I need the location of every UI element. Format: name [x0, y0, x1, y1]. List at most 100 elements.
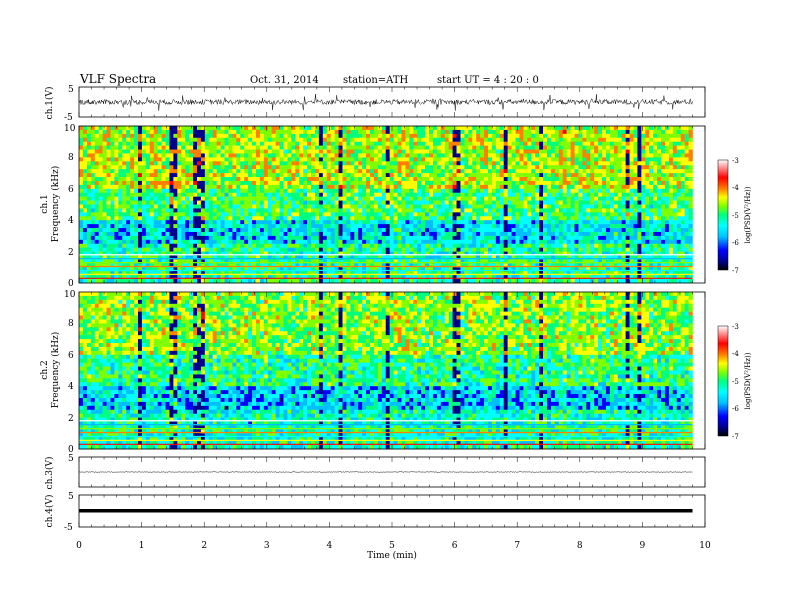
spectrogram-cell — [118, 126, 123, 131]
spectrogram-cell — [137, 239, 143, 245]
spectrogram-cell — [110, 180, 115, 186]
spectrogram-cell — [393, 275, 398, 280]
spectrogram-cell — [94, 149, 99, 154]
spectrogram-cell — [495, 216, 501, 221]
spectrogram-cell — [413, 255, 418, 260]
spectrogram-cell — [82, 259, 88, 264]
spectrogram-cell — [295, 137, 300, 142]
spectrogram-cell — [550, 216, 556, 221]
spectrogram-cell — [385, 247, 390, 252]
spectrogram-cell — [86, 177, 92, 182]
spectrogram-cell — [366, 212, 371, 217]
spectrogram-cell — [326, 251, 331, 256]
spectrogram-cell — [487, 251, 493, 256]
spectrogram-cell — [145, 271, 151, 276]
spectrogram-cell — [370, 267, 375, 272]
spectrogram-cell — [279, 267, 284, 272]
spectrogram-cell — [90, 239, 96, 245]
spectrogram-cell — [468, 228, 473, 233]
spectrogram-cell — [110, 239, 115, 245]
spectrogram-cell — [484, 157, 489, 162]
spectrogram-cell — [350, 149, 355, 154]
spectrogram-cell — [279, 141, 284, 146]
spectrogram-cell — [562, 216, 567, 221]
spectrogram-cell — [495, 247, 501, 252]
spectrogram-cell — [86, 251, 92, 256]
spectrogram-cell — [373, 145, 379, 150]
spectrogram-cell — [531, 180, 536, 186]
spectrogram-cell — [432, 231, 438, 237]
spectrogram-cell — [98, 279, 103, 284]
spectrogram-cell — [196, 145, 202, 150]
spectrogram-cell — [267, 208, 272, 213]
spectrogram-cell — [436, 212, 442, 217]
spectrogram-cell — [181, 243, 186, 248]
spectrogram-cell — [79, 228, 84, 233]
spectrogram-cell — [480, 192, 485, 197]
spectrogram-cell — [279, 271, 284, 276]
spectrogram-cell — [236, 177, 241, 182]
ch1-ytick-top: 5 — [68, 85, 74, 95]
spectrogram-cell — [519, 263, 524, 268]
spectrogram-cell — [204, 224, 210, 229]
spectrogram-cell — [177, 192, 182, 197]
spectrogram-cell — [487, 169, 493, 174]
spectrogram-cell — [346, 235, 351, 241]
spectrogram-cell — [322, 153, 328, 158]
spectrogram-cell — [409, 228, 414, 233]
spectrogram-cell — [377, 216, 383, 221]
spectrogram-cell — [153, 216, 158, 221]
spectrogram-cell — [98, 145, 103, 150]
spectrogram-cell — [173, 192, 178, 197]
spectrogram-cell — [554, 180, 560, 186]
spectrogram-cell — [228, 192, 233, 197]
spectrogram-cell — [464, 145, 469, 150]
spectrogram-cell — [476, 129, 481, 135]
spectrogram-cell — [373, 204, 379, 209]
spectrogram-cell — [330, 231, 335, 237]
spectrogram-cell — [326, 255, 331, 260]
spectrogram-cell — [255, 165, 261, 170]
spectrogram-cell — [322, 180, 328, 186]
spectrogram-cell — [523, 180, 528, 186]
spectrogram-cell — [330, 200, 335, 205]
spectrogram-cell — [527, 231, 532, 237]
spectrogram-cell — [311, 279, 316, 284]
spectrogram-cell — [141, 243, 147, 248]
spectrogram-cell — [370, 126, 375, 131]
spectrogram-cell — [523, 255, 528, 260]
spectrogram-cell — [499, 180, 505, 186]
spectrogram-cell — [409, 212, 414, 217]
spectrogram-cell — [334, 228, 339, 233]
spectrogram-cell — [377, 255, 383, 260]
spectrogram-cell — [220, 173, 225, 178]
spectrogram-cell — [236, 243, 241, 248]
spectrogram-cell — [314, 224, 320, 229]
spectrogram-cell — [173, 145, 178, 150]
spectrogram-cell — [413, 169, 418, 174]
spectrogram-cell — [535, 192, 540, 197]
spectrogram-cell — [484, 212, 489, 217]
spectrogram-cell — [417, 157, 422, 162]
spectrogram-cell — [86, 263, 92, 268]
spectrogram-cell — [220, 165, 225, 170]
spectrogram-cell — [370, 212, 375, 217]
spectrogram-cell — [189, 188, 194, 194]
spectrogram-cell — [295, 129, 300, 135]
spectrogram-cell — [554, 200, 560, 205]
spectrogram-cell — [212, 141, 217, 146]
spectrogram-cell — [311, 188, 316, 194]
spectrogram-cell — [82, 196, 88, 201]
spectrogram-cell — [122, 196, 127, 201]
spectrogram-cell — [322, 133, 328, 139]
ch1-spectrogram-panel: 10 8 6 4 2 0 ch.1 Frequency (kHz) -3 -4 … — [40, 124, 752, 289]
spectrogram-cell — [440, 165, 446, 170]
spectrogram-cell — [342, 145, 347, 150]
spectrogram-cell — [546, 173, 552, 178]
spectrogram-cell — [303, 177, 308, 182]
spectrogram-cell — [236, 161, 241, 166]
spectrogram-cell — [130, 259, 135, 264]
spectrogram-cell — [413, 243, 418, 248]
spectrogram-cell — [429, 224, 434, 229]
spectrogram-cell — [436, 165, 442, 170]
